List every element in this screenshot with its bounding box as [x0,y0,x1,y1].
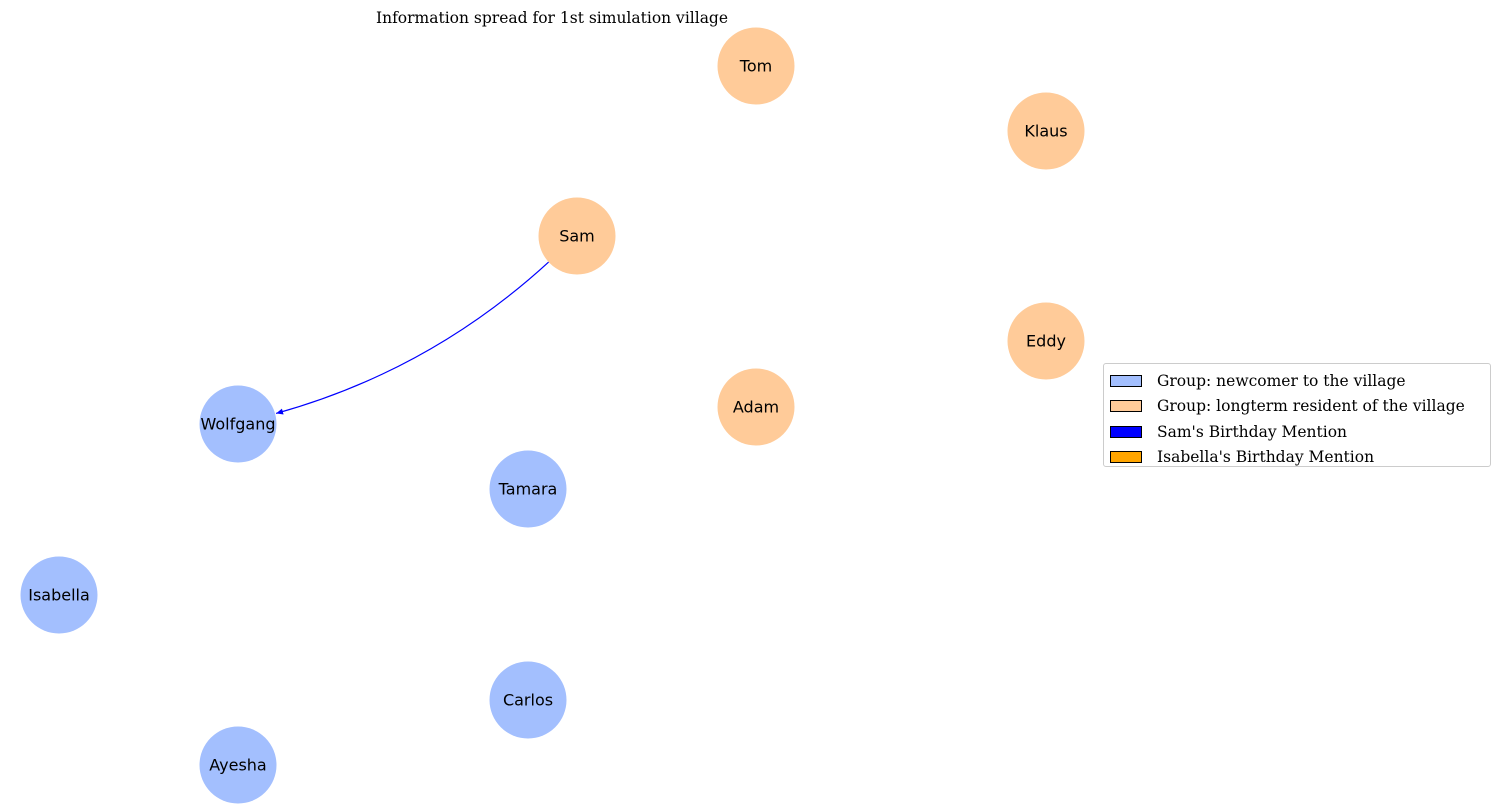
legend-label-newcomer: Group: newcomer to the village [1157,371,1406,390]
node-circle-tamara [489,450,567,528]
node-tamara: Tamara [489,450,567,528]
node-circle-adam [717,368,795,446]
node-circle-tom [717,27,795,105]
legend-label-longterm: Group: longterm resident of the village [1157,397,1465,416]
edges-layer [275,261,550,415]
node-label-sam: Sam [559,227,595,246]
node-label-eddy: Eddy [1026,332,1066,351]
legend-swatch-isabella-mention [1110,451,1142,464]
legend-item-isabella-mention: Isabella's Birthday Mention [1110,445,1490,471]
node-label-adam: Adam [733,398,779,417]
legend-item-newcomer: Group: newcomer to the village [1110,368,1490,394]
legend-swatch-newcomer [1110,374,1142,387]
node-sam: Sam [538,197,616,275]
legend-swatch-longterm [1110,400,1142,413]
node-circle-ayesha [199,726,277,804]
node-tom: Tom [717,27,795,105]
node-adam: Adam [717,368,795,446]
legend-label-isabella-mention: Isabella's Birthday Mention [1157,448,1375,467]
legend: Group: newcomer to the village Group: lo… [1103,363,1491,467]
node-circle-klaus [1007,92,1085,170]
node-carlos: Carlos [489,661,567,739]
node-wolfgang: Wolfgang [199,385,277,463]
node-isabella: Isabella [20,556,98,634]
legend-item-longterm: Group: longterm resident of the village [1110,394,1490,420]
node-label-tamara: Tamara [498,480,558,499]
node-label-carlos: Carlos [503,691,553,710]
node-label-tom: Tom [739,57,772,76]
node-label-klaus: Klaus [1024,122,1067,141]
legend-swatch-sam-mention [1110,425,1142,438]
node-circle-wolfgang [199,385,277,463]
node-label-isabella: Isabella [28,586,90,605]
node-klaus: Klaus [1007,92,1085,170]
node-eddy: Eddy [1007,302,1085,380]
node-ayesha: Ayesha [199,726,277,804]
legend-item-sam-mention: Sam's Birthday Mention [1110,419,1490,445]
node-circle-isabella [20,556,98,634]
node-circle-carlos [489,661,567,739]
diagram-title: Information spread for 1st simulation vi… [376,9,728,27]
legend-label-sam-mention: Sam's Birthday Mention [1157,422,1348,441]
edge-sam-to-wolfgang [275,261,550,415]
node-label-wolfgang: Wolfgang [200,415,275,434]
node-circle-sam [538,197,616,275]
node-circle-eddy [1007,302,1085,380]
nodes-layer: Tom Klaus Sam Eddy Adam Wolfgang Tamara Isabell… [20,27,1085,804]
node-label-ayesha: Ayesha [209,756,266,775]
